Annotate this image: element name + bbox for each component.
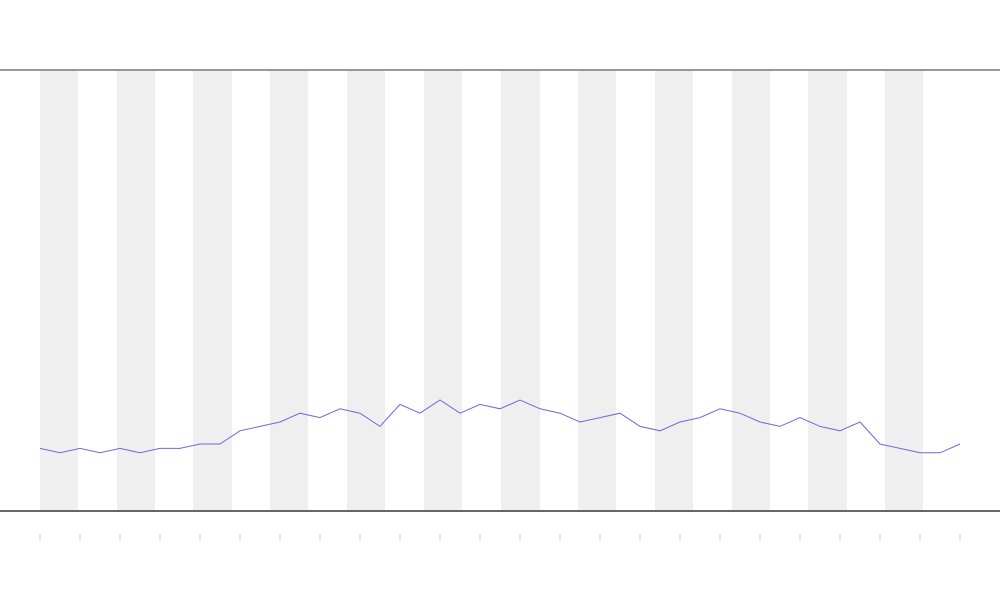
band bbox=[808, 71, 847, 510]
band bbox=[501, 71, 540, 510]
band bbox=[885, 71, 923, 510]
band bbox=[270, 71, 308, 510]
band bbox=[655, 71, 693, 510]
band bbox=[732, 71, 770, 510]
band bbox=[424, 71, 462, 510]
band bbox=[347, 71, 385, 510]
band bbox=[40, 71, 78, 510]
bands bbox=[40, 71, 923, 510]
band bbox=[193, 71, 232, 510]
band bbox=[578, 71, 616, 510]
series-line bbox=[39, 399, 961, 454]
band bbox=[117, 71, 155, 510]
